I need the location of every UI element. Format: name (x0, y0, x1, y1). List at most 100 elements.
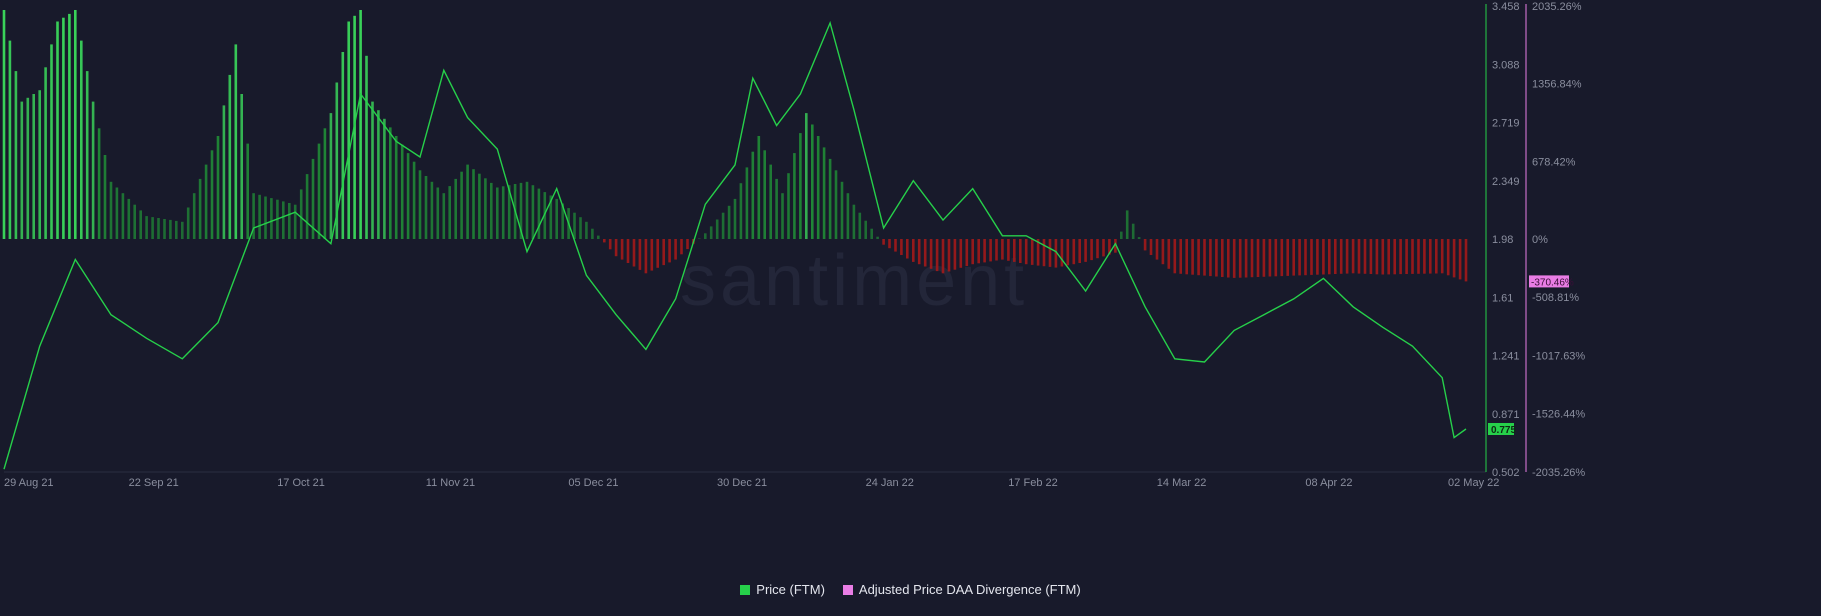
legend-label-price: Price (FTM) (756, 582, 825, 597)
divergence-bar (1209, 239, 1212, 277)
divergence-bar (448, 186, 451, 239)
divergence-bar (704, 233, 707, 239)
divergence-bar (1357, 239, 1361, 274)
x-tick-label: 05 Dec 21 (568, 477, 618, 489)
divergence-bar (858, 212, 862, 239)
divergence-bar (840, 181, 844, 239)
divergence-bar (870, 228, 873, 239)
divergence-bar (169, 219, 172, 239)
price-line[interactable] (3, 20, 1467, 470)
divergence-bar (210, 150, 214, 239)
divergence-bar (971, 239, 974, 265)
divergence-bar (632, 239, 636, 267)
divergence-bar (1268, 239, 1272, 277)
divergence-bar (109, 181, 113, 239)
legend-item-price[interactable]: Price (FTM) (740, 582, 825, 597)
right-tick-label: 0% (1532, 234, 1548, 246)
left-tick-label: 1.61 (1492, 292, 1513, 304)
divergence-bar (989, 239, 992, 262)
left-tick-label: 3.458 (1492, 1, 1520, 13)
x-tick-label: 24 Jan 22 (866, 477, 914, 489)
divergence-bar (115, 187, 119, 239)
divergence-bar (1048, 239, 1052, 267)
divergence-bar (1102, 239, 1105, 257)
current-value-markers: 0.775 -370.46% (1488, 275, 1574, 436)
divergence-bar (26, 97, 30, 239)
legend-item-divergence[interactable]: Adjusted Price DAA Divergence (FTM) (842, 582, 1081, 597)
divergence-bar (252, 193, 255, 239)
divergence-bar (1339, 239, 1343, 274)
chart-watermark: santiment (680, 241, 1028, 321)
divergence-bar (912, 239, 915, 262)
divergence-bar (882, 239, 885, 245)
divergence-bar (1280, 239, 1284, 277)
right-tick-label: -2035.26% (1532, 467, 1585, 479)
axes (4, 4, 1527, 473)
divergence-bar (757, 136, 761, 239)
divergence-bar (436, 187, 440, 239)
divergence-bar (222, 105, 226, 240)
divergence-bar (74, 10, 77, 239)
x-tick-label: 30 Dec 21 (717, 477, 767, 489)
divergence-bar (91, 101, 95, 239)
divergence-bar (496, 187, 499, 239)
divergence-bar (686, 239, 689, 250)
divergence-bar (739, 183, 743, 239)
divergence-bar (133, 204, 136, 239)
divergence-bar (698, 238, 701, 239)
divergence-bar (1167, 239, 1171, 269)
divergence-bar (573, 212, 576, 239)
divergence-bar (1351, 239, 1355, 274)
divergence-bar (145, 216, 148, 239)
divergence-bar (1108, 239, 1111, 255)
divergence-bar (1440, 239, 1444, 274)
divergence-bar (175, 220, 178, 239)
divergence-bar (484, 178, 487, 239)
divergence-bar (888, 239, 891, 249)
divergence-bar (852, 204, 856, 239)
divergence-bar (965, 239, 969, 266)
divergence-bar (1310, 239, 1313, 275)
left-tick-label: 2.349 (1492, 176, 1520, 188)
divergence-bar (650, 239, 654, 271)
divergence-bar (466, 164, 469, 239)
divergence-bar (1024, 239, 1028, 265)
current-price-badge (1488, 423, 1514, 435)
divergence-bar (8, 40, 12, 239)
divergence-bar (198, 178, 202, 239)
divergence-bar (389, 127, 392, 239)
current-divergence-badge (1529, 275, 1569, 288)
x-tick-label: 22 Sep 21 (129, 477, 179, 489)
divergence-bar (549, 195, 553, 239)
divergence-bar (1155, 239, 1159, 260)
divergence-bar (418, 170, 422, 239)
divergence-bar (1078, 239, 1081, 263)
divergence-bar (181, 221, 184, 239)
divergence-bar (620, 239, 624, 260)
right-tick-label: -508.81% (1532, 292, 1579, 304)
divergence-bar (1429, 239, 1432, 274)
divergence-bar (163, 219, 166, 239)
divergence-bar (1316, 239, 1319, 275)
divergence-bar (1125, 210, 1129, 239)
legend-swatch-divergence (842, 584, 853, 595)
divergence-bar (822, 147, 826, 239)
right-tick-label: 1356.84% (1532, 79, 1582, 91)
divergence-bar (204, 164, 208, 239)
divergence-bar (1328, 239, 1331, 275)
divergence-bar (715, 219, 719, 239)
divergence-bar (917, 239, 921, 265)
divergence-bar (1238, 239, 1242, 278)
divergence-bar (787, 173, 790, 239)
divergence-bar (1292, 239, 1295, 276)
divergence-bar (763, 150, 766, 239)
legend-label-divergence: Adjusted Price DAA Divergence (FTM) (858, 582, 1081, 597)
x-tick-label: 17 Oct 21 (277, 477, 325, 489)
divergence-bar (151, 217, 154, 239)
left-tick-label: 3.088 (1492, 59, 1520, 71)
divergence-bar (1274, 239, 1278, 277)
left-tick-label: 1.98 (1492, 234, 1513, 246)
divergence-bar (608, 239, 612, 250)
divergence-bar (56, 21, 59, 239)
